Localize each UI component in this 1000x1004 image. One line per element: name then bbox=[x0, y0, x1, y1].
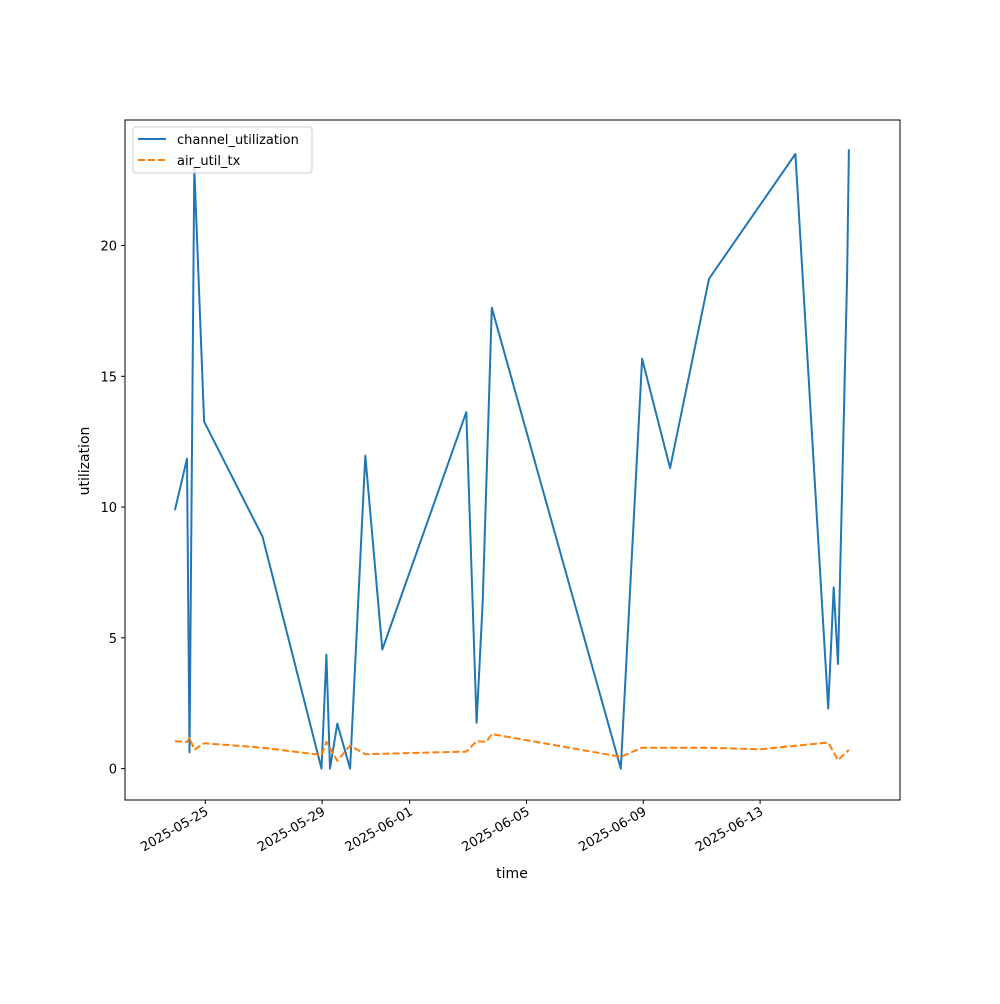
y-tick-label: 5 bbox=[109, 632, 117, 647]
plot-layer bbox=[173, 149, 850, 770]
y-tick-label: 15 bbox=[100, 370, 117, 385]
series-line-channel-utilization bbox=[173, 149, 850, 770]
legend-label-air-util-tx: air_util_tx bbox=[177, 154, 241, 169]
y-tick-label: 0 bbox=[109, 763, 117, 778]
legend-label-channel-utilization: channel_utilization bbox=[177, 133, 299, 148]
legend: channel_utilization air_util_tx bbox=[132, 126, 313, 174]
plot-frame bbox=[124, 119, 901, 801]
x-axis-label: time bbox=[496, 866, 528, 882]
y-tick-label: 20 bbox=[100, 240, 117, 255]
series-line-air-util-tx bbox=[174, 733, 850, 762]
y-tick-label: 10 bbox=[100, 501, 117, 516]
legend-box bbox=[132, 126, 313, 174]
y-axis-label: utilization bbox=[77, 427, 93, 496]
